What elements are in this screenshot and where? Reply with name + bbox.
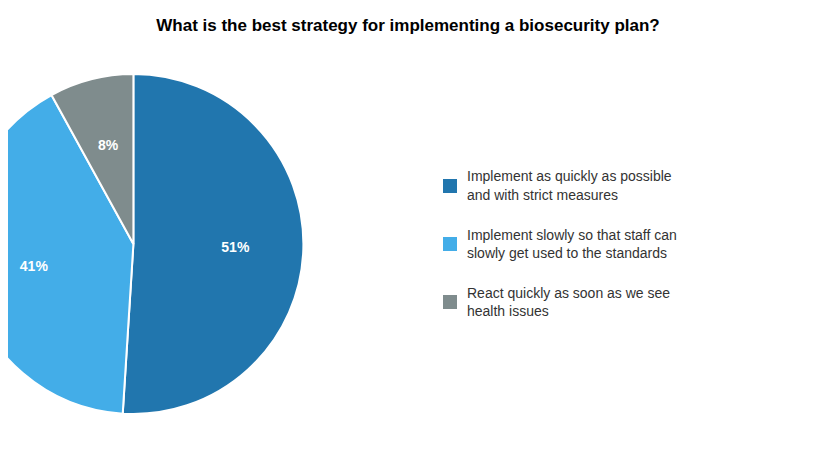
html-text:What is the best strategy for: What is the best strategy for implementi… xyxy=(156,16,660,35)
html-text:React quickly as soon as we se: React quickly as soon as we see health i… xyxy=(467,285,671,320)
html-text:Implement as quickly as possib: Implement as quickly as possible and wit… xyxy=(467,168,672,203)
svg-text:41%: 41% xyxy=(20,258,49,274)
html-text:Implement slowly so that staff: Implement slowly so that staff can slowl… xyxy=(467,226,677,261)
svg-text:8%: 8% xyxy=(98,137,119,153)
svg-text:51%: 51% xyxy=(221,239,250,255)
